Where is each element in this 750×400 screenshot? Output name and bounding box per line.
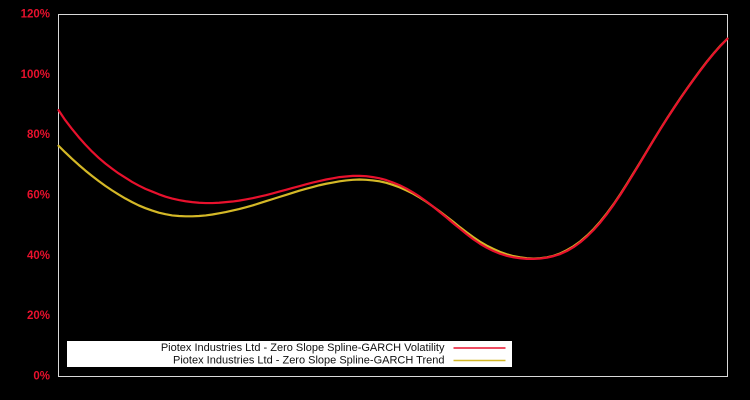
legend-label: Piotex Industries Ltd - Zero Slope Splin… — [161, 342, 445, 354]
legend-background — [66, 340, 513, 368]
plot-area-border — [58, 14, 728, 377]
y-axis-tick-label: 0% — [33, 371, 50, 383]
y-axis-tick-label: 60% — [27, 190, 50, 202]
y-axis-tick-labels: 0% 20% 40% 60% 80% 100% 120% — [21, 9, 50, 383]
y-axis-tick-label: 100% — [21, 69, 50, 81]
series-line-volatility — [57, 37, 729, 260]
y-axis-tick-label: 120% — [21, 9, 50, 21]
y-axis-tick-label: 20% — [27, 310, 50, 322]
chart-legend[interactable]: Piotex Industries Ltd - Zero Slope Splin… — [66, 340, 513, 368]
legend-label: Piotex Industries Ltd - Zero Slope Splin… — [173, 354, 444, 366]
y-axis-tick-label: 40% — [27, 250, 50, 262]
data-series-group — [57, 37, 729, 260]
y-axis-tick-label: 80% — [27, 129, 50, 141]
